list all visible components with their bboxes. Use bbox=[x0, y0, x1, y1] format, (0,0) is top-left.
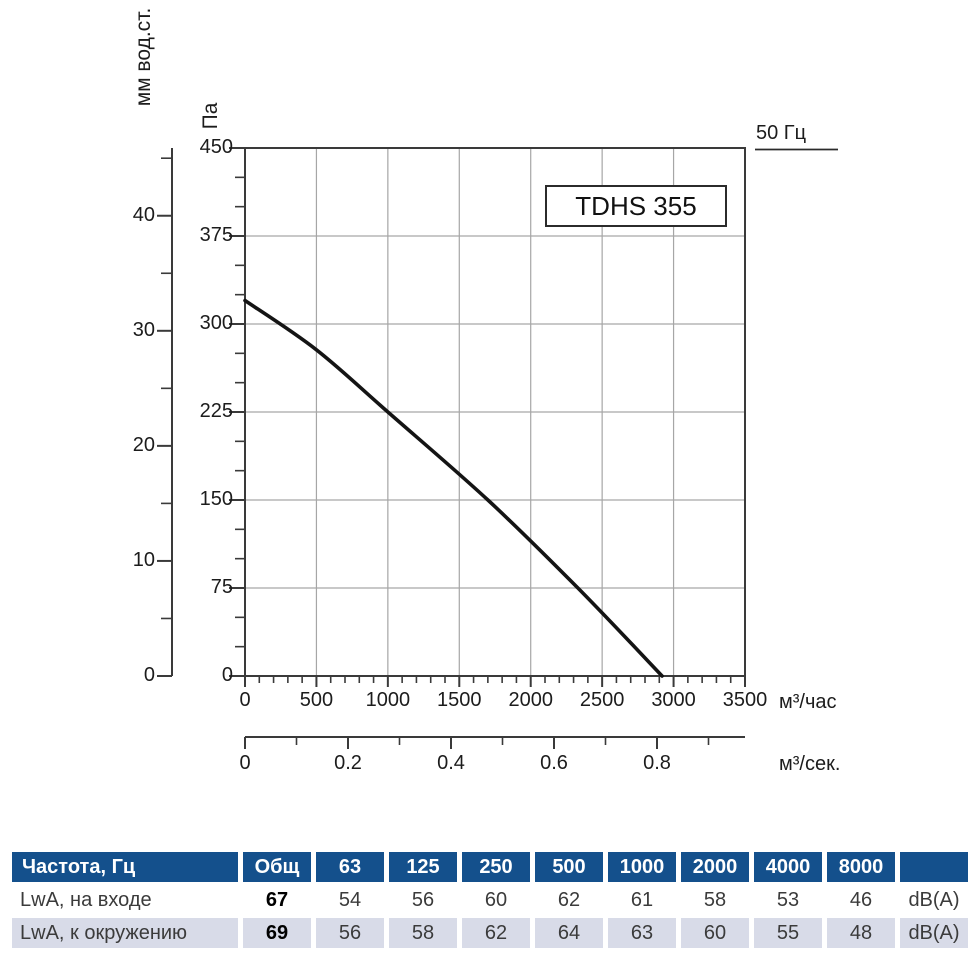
value-cell: 58 bbox=[389, 918, 457, 948]
flow-tick-label: 2000 bbox=[508, 689, 553, 711]
value-cell: 54 bbox=[338, 889, 362, 911]
mm-axis bbox=[157, 148, 173, 677]
pa-tick-label: 450 bbox=[199, 136, 233, 158]
model-label-box: TDHS 355 bbox=[545, 185, 727, 227]
header-cell: 125 bbox=[389, 852, 457, 882]
header-cell: 2000 bbox=[681, 852, 749, 882]
row-label: LwA, к окружению bbox=[12, 918, 238, 948]
table-row: LwA, к окружению 69 56 58 62 64 63 60 55 48 dB(A) bbox=[12, 918, 968, 948]
value-cell: 67 bbox=[265, 889, 289, 911]
value-cell: 69 bbox=[243, 918, 311, 948]
value-cell: 60 bbox=[484, 889, 508, 911]
flow-tick-label: 0 bbox=[239, 689, 251, 711]
header-cell: 63 bbox=[316, 852, 384, 882]
pa-axis-title: Па bbox=[199, 102, 222, 130]
frequency-badge: 50 Гц bbox=[756, 122, 807, 144]
grid-lines bbox=[245, 148, 745, 676]
flow-tick-label: 500 bbox=[299, 689, 334, 711]
value-cell: 56 bbox=[316, 918, 384, 948]
mm-tick-label: 20 bbox=[132, 433, 155, 456]
value-cell: 61 bbox=[630, 889, 654, 911]
header-cell: 8000 bbox=[827, 852, 895, 882]
mm-tick-label: 10 bbox=[132, 548, 155, 571]
pa-tick-label: 375 bbox=[199, 224, 233, 246]
value-cell: 46 bbox=[849, 889, 873, 911]
sec-axis bbox=[244, 736, 745, 749]
header-cell: 4000 bbox=[754, 852, 822, 882]
mm-tick-label: 40 bbox=[132, 203, 155, 226]
noise-level-table: Частота, Гц Общ 63 125 250 500 1000 2000 4000 800… bbox=[7, 849, 973, 951]
value-cell: 56 bbox=[411, 889, 435, 911]
row-label: LwA, на входе bbox=[20, 889, 152, 911]
sec-tick-label: 0 bbox=[239, 752, 251, 774]
header-cell: 500 bbox=[535, 852, 603, 882]
flow-axis-ticks bbox=[244, 676, 746, 687]
table-row: LwA, на входе 67 54 56 60 62 61 58 53 46 dB(A) bbox=[12, 885, 968, 915]
pressure-curve bbox=[243, 298, 664, 678]
pa-tick-label: 75 bbox=[210, 576, 233, 598]
header-row: Частота, Гц Общ 63 125 250 500 1000 2000 4000 800… bbox=[12, 852, 968, 882]
header-cell: 250 bbox=[462, 852, 530, 882]
header-cell bbox=[900, 852, 968, 882]
model-label: TDHS 355 bbox=[575, 190, 697, 221]
noise-table-body: LwA, на входе 67 54 56 60 62 61 58 53 46 dB(A) LwA,… bbox=[12, 885, 968, 948]
flow-tick-label: 3000 bbox=[651, 689, 696, 711]
value-cell: 64 bbox=[535, 918, 603, 948]
flow-tick-label: 2500 bbox=[579, 689, 625, 711]
unit-cell: dB(A) bbox=[908, 889, 960, 911]
pa-axis-ticks bbox=[229, 147, 245, 677]
pa-tick-label: 0 bbox=[221, 664, 233, 686]
chart-canvas bbox=[157, 147, 838, 749]
sec-tick-label: 0.2 bbox=[334, 752, 362, 774]
unit-cell: dB(A) bbox=[900, 918, 968, 948]
fan-curve-chart: 0 75 150 225 300 375 450 0 10 20 30 40 0 500 1000 1500 2… bbox=[132, 7, 841, 775]
header-cell: Общ bbox=[243, 852, 311, 882]
pa-tick-label: 150 bbox=[199, 488, 233, 510]
value-cell: 55 bbox=[754, 918, 822, 948]
sec-tick-label: 0.6 bbox=[540, 752, 568, 774]
pa-tick-label: 225 bbox=[199, 400, 233, 422]
value-cell: 53 bbox=[776, 889, 800, 911]
flow-unit-label: м³/час bbox=[779, 691, 837, 713]
sec-tick-label: 0.4 bbox=[437, 752, 465, 774]
value-cell: 62 bbox=[462, 918, 530, 948]
mm-tick-label: 30 bbox=[132, 318, 155, 341]
flow-tick-label: 3500 bbox=[722, 689, 768, 711]
value-cell: 63 bbox=[608, 918, 676, 948]
value-cell: 62 bbox=[557, 889, 581, 911]
pa-tick-label: 300 bbox=[199, 312, 233, 334]
value-cell: 60 bbox=[681, 918, 749, 948]
flow-tick-label: 1000 bbox=[365, 689, 411, 711]
flow-tick-label: 1500 bbox=[437, 689, 482, 711]
value-cell: 58 bbox=[703, 889, 727, 911]
mm-axis-title: мм вод.ст. bbox=[132, 7, 155, 107]
header-cell: Частота, Гц bbox=[12, 852, 238, 882]
mm-tick-label: 0 bbox=[143, 664, 155, 686]
sec-unit-label: м³/сек. bbox=[779, 753, 841, 775]
header-cell: 1000 bbox=[608, 852, 676, 882]
noise-table-header: Частота, Гц Общ 63 125 250 500 1000 2000 4000 800… bbox=[12, 852, 968, 882]
value-cell: 48 bbox=[827, 918, 895, 948]
sec-tick-label: 0.8 bbox=[643, 752, 671, 774]
